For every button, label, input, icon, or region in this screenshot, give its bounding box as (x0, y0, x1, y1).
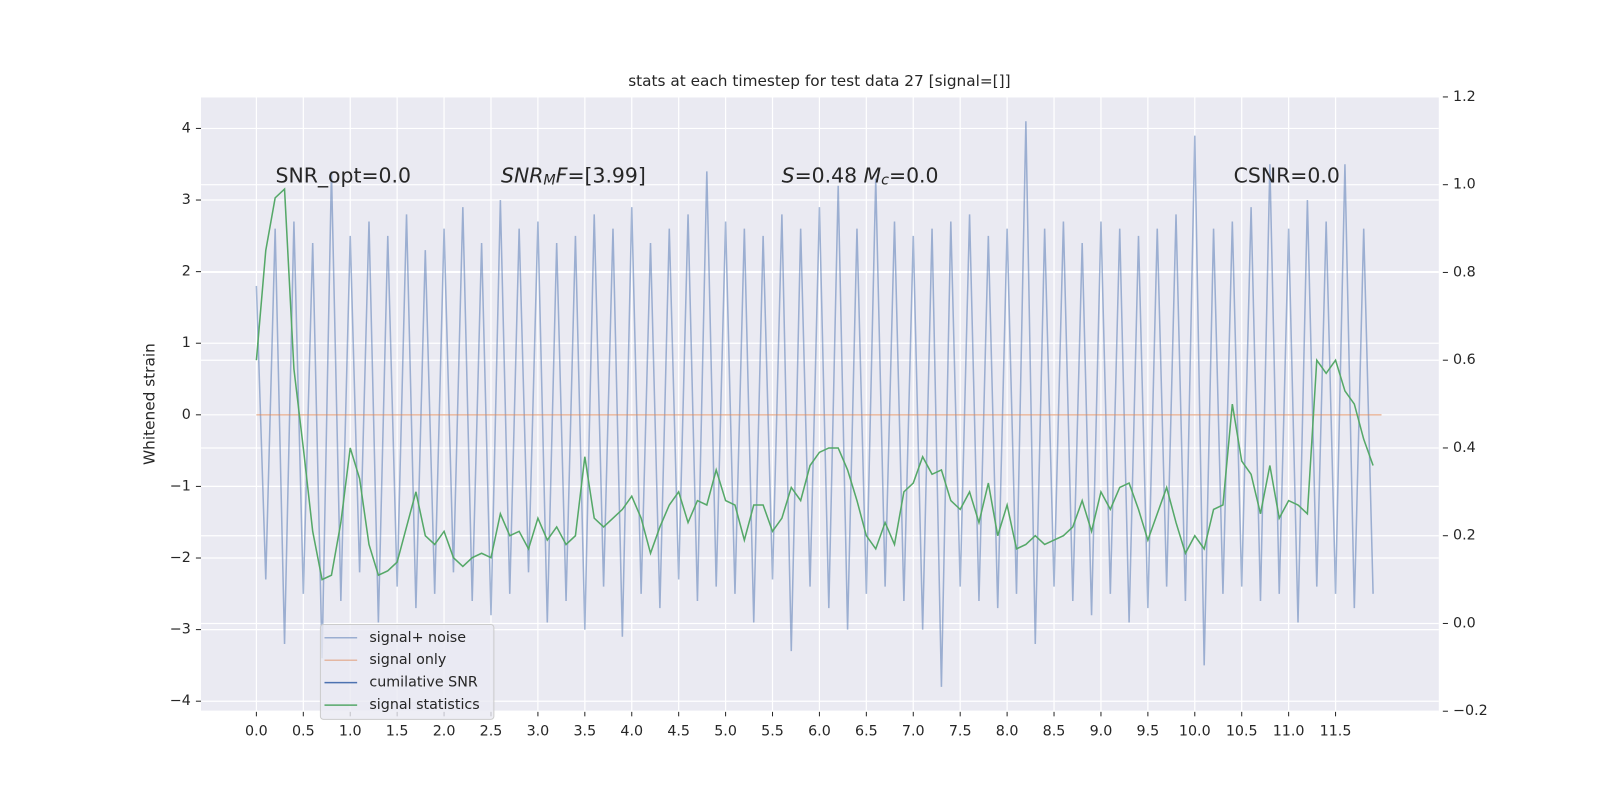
y-tick-label: −4 (170, 693, 191, 709)
x-tick-label: 5.0 (714, 724, 737, 740)
annotation-part: SNR (501, 164, 543, 188)
y2-tick-label: 1.0 (1453, 177, 1476, 193)
chart-title: stats at each timestep for test data 27 … (628, 72, 1010, 90)
x-tick-label: 1.0 (339, 724, 362, 740)
legend-label: signal+ noise (369, 630, 466, 646)
y2-tick-label: −0.2 (1453, 703, 1488, 719)
legend-label: signal statistics (369, 697, 479, 713)
x-tick-label: 7.5 (949, 724, 972, 740)
annotation-part: CSNR=0.0 (1234, 164, 1340, 188)
y-tick-label: 0 (182, 407, 191, 423)
x-tick-label: 3.0 (527, 724, 550, 740)
y-tick-label: −2 (170, 550, 191, 566)
y-tick-label: −3 (170, 622, 191, 638)
x-tick-label: 8.0 (996, 724, 1019, 740)
x-tick-label: 0.5 (292, 724, 315, 740)
x-tick-label: 11.5 (1320, 724, 1352, 740)
y2-tick-label: 0.4 (1453, 440, 1476, 456)
annotation-part: F (556, 164, 568, 188)
x-tick-label: 7.0 (902, 724, 925, 740)
annotation-part: =[3.99] (567, 164, 645, 188)
annotation-part: M (543, 172, 555, 188)
annotation-part: M (864, 164, 882, 188)
x-tick-label: 11.0 (1273, 724, 1305, 740)
annotation-part: =0.0 (889, 164, 939, 188)
x-tick-label: 6.5 (855, 724, 878, 740)
y-axis-label: Whitened strain (141, 343, 159, 465)
legend-label: cumilative SNR (369, 675, 477, 691)
x-tick-label: 0.0 (245, 724, 268, 740)
x-tick-label: 9.0 (1090, 724, 1113, 740)
x-tick-label: 4.5 (667, 724, 690, 740)
annotation-part: =0.48 (795, 164, 864, 188)
series-line (255, 121, 1374, 687)
x-tick-label: 5.5 (761, 724, 784, 740)
y2-tick-label: 0.6 (1453, 352, 1476, 368)
x-tick-label: 2.0 (433, 724, 456, 740)
x-tick-label: 2.5 (480, 724, 503, 740)
legend-box (319, 623, 495, 720)
x-tick-label: 10.5 (1226, 724, 1258, 740)
y-tick-label: 2 (182, 264, 191, 280)
x-tick-label: 6.0 (808, 724, 831, 740)
annotation: CSNR=0.0 (1234, 164, 1340, 188)
y-tick-label: −1 (170, 478, 191, 494)
x-tick-label: 4.0 (620, 724, 643, 740)
x-tick-label: 3.5 (573, 724, 596, 740)
annotation: S=0.48 Mc=0.0 (782, 164, 939, 188)
y-tick-label: 4 (182, 120, 191, 136)
y2-tick-label: 1.2 (1453, 89, 1476, 105)
legend-label: signal only (369, 652, 446, 668)
series-line (255, 187, 1374, 581)
y2-tick-label: 0.8 (1453, 264, 1476, 280)
y2-tick-label: 0.2 (1453, 528, 1476, 544)
annotation-part: S (782, 164, 795, 188)
y2-tick-label: 0.0 (1453, 615, 1476, 631)
y-tick-label: 1 (182, 335, 191, 351)
annotation-part: c (881, 172, 889, 188)
annotation: SNR_opt=0.0 (276, 164, 412, 189)
x-tick-label: 9.5 (1137, 724, 1160, 740)
x-tick-label: 10.0 (1179, 724, 1211, 740)
annotation: SNRMF=[3.99] (501, 164, 646, 188)
y-tick-label: 3 (182, 192, 191, 208)
annotation-part: SNR_opt=0.0 (276, 164, 412, 189)
x-tick-label: 1.5 (386, 724, 409, 740)
x-tick-label: 8.5 (1043, 724, 1066, 740)
